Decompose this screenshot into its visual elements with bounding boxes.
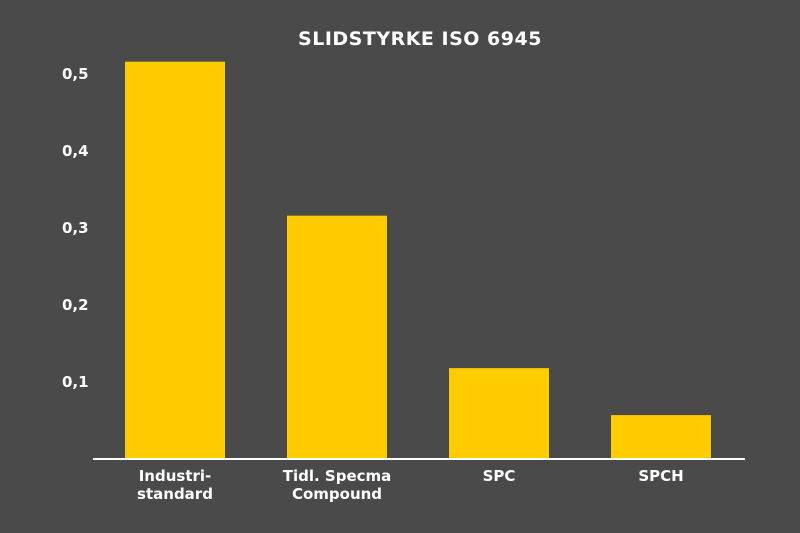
bar [125, 61, 225, 460]
chart-title: SLIDSTYRKE ISO 6945 [298, 28, 542, 50]
y-tick-label: 0,2 [62, 296, 89, 314]
x-tick-label: Compound [292, 485, 382, 503]
bar [449, 368, 549, 459]
bar [287, 215, 387, 459]
y-tick-label: 0,4 [62, 142, 89, 160]
x-tick-label: SPC [483, 467, 516, 485]
x-tick-label: Industri- [139, 467, 212, 485]
bars [125, 61, 711, 460]
y-tick-label: 0,1 [62, 373, 89, 391]
y-axis: 0,1 0,2 0,3 0,4 0,5 [62, 65, 89, 391]
x-tick-label: standard [137, 485, 213, 503]
x-tick-label: SPCH [638, 467, 683, 485]
x-tick-label: Tidl. Specma [283, 467, 392, 485]
bar [611, 415, 711, 459]
y-tick-label: 0,3 [62, 219, 89, 237]
y-tick-label: 0,5 [62, 65, 89, 83]
